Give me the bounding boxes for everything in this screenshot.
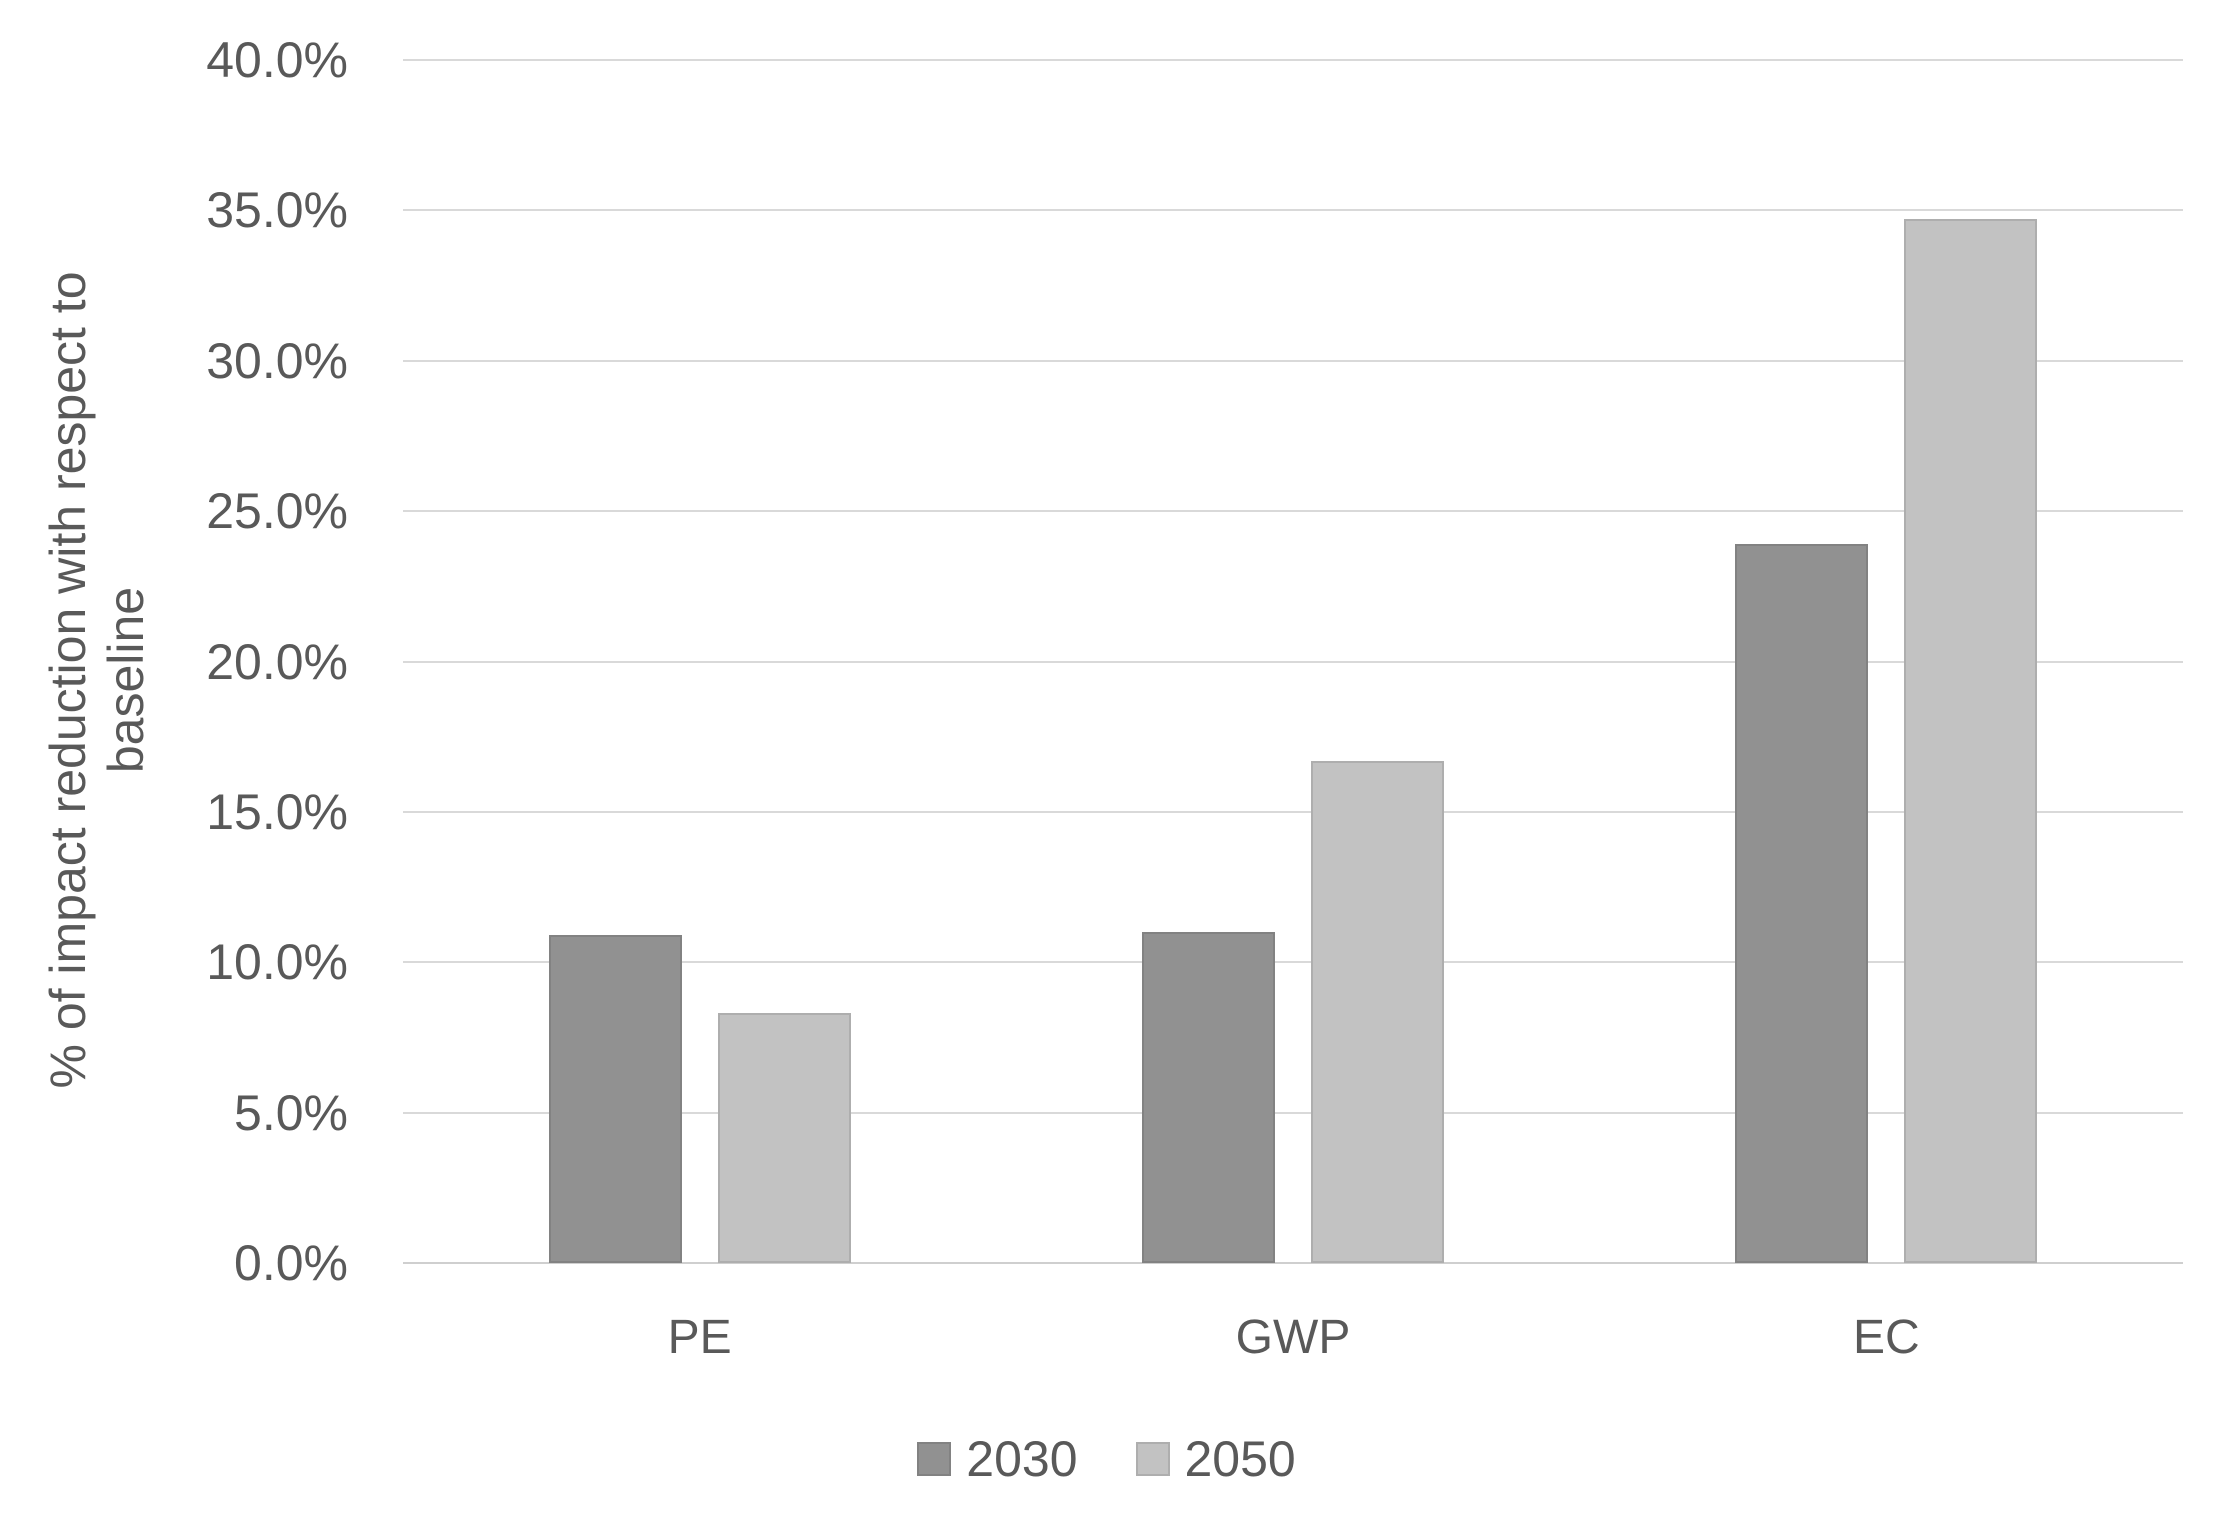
bar-PE-2050 [717,1013,851,1263]
gridline-5pct [403,1111,2183,1114]
y-tick-label-30pct: 30.0% [206,332,348,389]
y-tick-label-10pct: 10.0% [206,934,348,991]
gridline-20pct [403,660,2183,663]
gridline-30pct [403,359,2183,362]
y-tick-label-20pct: 20.0% [206,633,348,690]
bar-GWP-2050 [1311,760,1444,1263]
gridline-15pct [403,810,2183,813]
bar-EC-2030 [1735,544,1869,1263]
y-tick-label-5pct: 5.0% [234,1084,348,1141]
gridline-40pct [403,59,2183,61]
legend-swatch-2030 [917,1442,952,1476]
plot-area [403,59,2183,1264]
x-axis-label-GWP: GWP [1235,1311,1351,1364]
bar-EC-2050 [1904,219,2038,1263]
legend-label-2050: 2050 [1184,1431,1296,1487]
y-tick-label-0pct: 0.0% [234,1235,348,1291]
x-axis-label-EC: EC [1852,1311,1920,1364]
gridline-35pct [403,209,2183,212]
y-tick-label-15pct: 15.0% [206,783,348,840]
y-tick-label-40pct: 40.0% [206,32,348,88]
gridline-0pct [403,1262,2183,1264]
gridline-25pct [403,510,2183,513]
gridline-10pct [403,961,2183,964]
x-axis-label-PE: PE [667,1311,732,1364]
y-tick-label-25pct: 25.0% [206,483,348,540]
bar-GWP-2030 [1142,932,1275,1263]
legend-label-2030: 2030 [966,1431,1078,1487]
legend-item-2030: 2030 [917,1430,1078,1488]
legend-item-2050: 2050 [1135,1430,1296,1488]
legend: 2030 2050 [0,1430,2213,1488]
legend-swatch-2050 [1135,1442,1170,1476]
y-tick-label-35pct: 35.0% [206,182,348,239]
bar-PE-2030 [548,935,682,1263]
